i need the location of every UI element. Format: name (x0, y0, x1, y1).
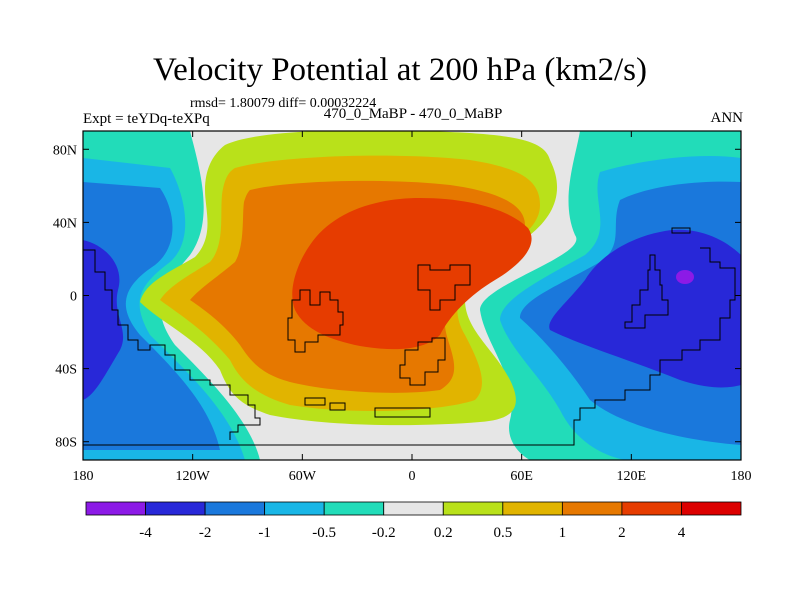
coastline-africa (417, 264, 471, 311)
colorbar-label: -0.2 (372, 525, 396, 541)
colorbar-swatch (145, 501, 206, 516)
coastline-dateline (83, 249, 261, 440)
x-tick-label: 0 (409, 469, 416, 484)
colorbar: -4 -2 -1 -0.5 -0.2 0.2 0.5 1 2 4 (85, 501, 742, 541)
coastline-s-africa (399, 337, 446, 386)
colorbar-label: 2 (618, 525, 626, 541)
coastline-south-america (287, 289, 344, 353)
colorbar-swatch (264, 501, 325, 516)
colorbar-label: -1 (258, 525, 271, 541)
x-tick-label: 180 (73, 469, 94, 484)
colorbar-label: 1 (559, 525, 567, 541)
y-tick-label: 80N (53, 143, 77, 158)
y-tick-label: 40N (53, 216, 77, 231)
coastline-ne-asia (671, 227, 691, 234)
contour-fill-level-1 (549, 229, 741, 388)
case-subtitle: 470_0_MaBP - 470_0_MaBP (323, 106, 503, 122)
colorbar-swatch (681, 501, 742, 516)
colorbar-label: 0.5 (493, 525, 512, 541)
colorbar-swatch (383, 501, 444, 516)
colorbar-swatch (204, 501, 266, 516)
colorbar-swatch (502, 501, 563, 516)
contour-field (83, 131, 741, 460)
colorbar-swatch (621, 501, 682, 516)
experiment-label: Expt = teYDq-teXPq (83, 111, 210, 127)
contour-fill-level-0 (676, 270, 694, 284)
colorbar-label: -2 (199, 525, 212, 541)
colorbar-swatch (85, 501, 146, 516)
chart-title: Velocity Potential at 200 hPa (km2/s) (152, 52, 648, 88)
contour-fill-level-9 (303, 289, 323, 303)
x-tick-label: 180 (731, 469, 752, 484)
colorbar-swatch (442, 501, 504, 516)
y-tick-label: 40S (55, 363, 77, 378)
y-tick-label: 0 (70, 290, 77, 305)
stats-label: rmsd= 1.80079 diff= 0.00032224 (190, 96, 377, 111)
contour-fill-level-1 (83, 240, 124, 400)
coastline-maritime (83, 247, 736, 446)
colorbar-label: 4 (678, 525, 686, 541)
colorbar-label: -4 (139, 525, 152, 541)
y-tick-label: 80S (55, 436, 77, 451)
x-tick-label: 60W (289, 469, 317, 484)
contour-fill-level-9 (292, 198, 532, 350)
colorbar-label: -0.5 (312, 525, 336, 541)
coastline-layer (83, 227, 736, 446)
x-tick-label: 120E (617, 469, 647, 484)
season-label: ANN (710, 110, 744, 126)
coastline-australia (624, 254, 669, 329)
axis-ticks: 180 120W 60W 0 60E 120E 180 80N 40N 0 40S 80S (53, 131, 752, 484)
colorbar-label: 0.2 (434, 525, 453, 541)
coastline-antarctica (304, 397, 431, 418)
x-tick-label: 120W (176, 469, 211, 484)
x-tick-label: 60E (510, 469, 533, 484)
contour-fill-level-2 (83, 182, 220, 450)
colorbar-swatch (561, 501, 623, 516)
colorbar-swatch (323, 501, 385, 516)
